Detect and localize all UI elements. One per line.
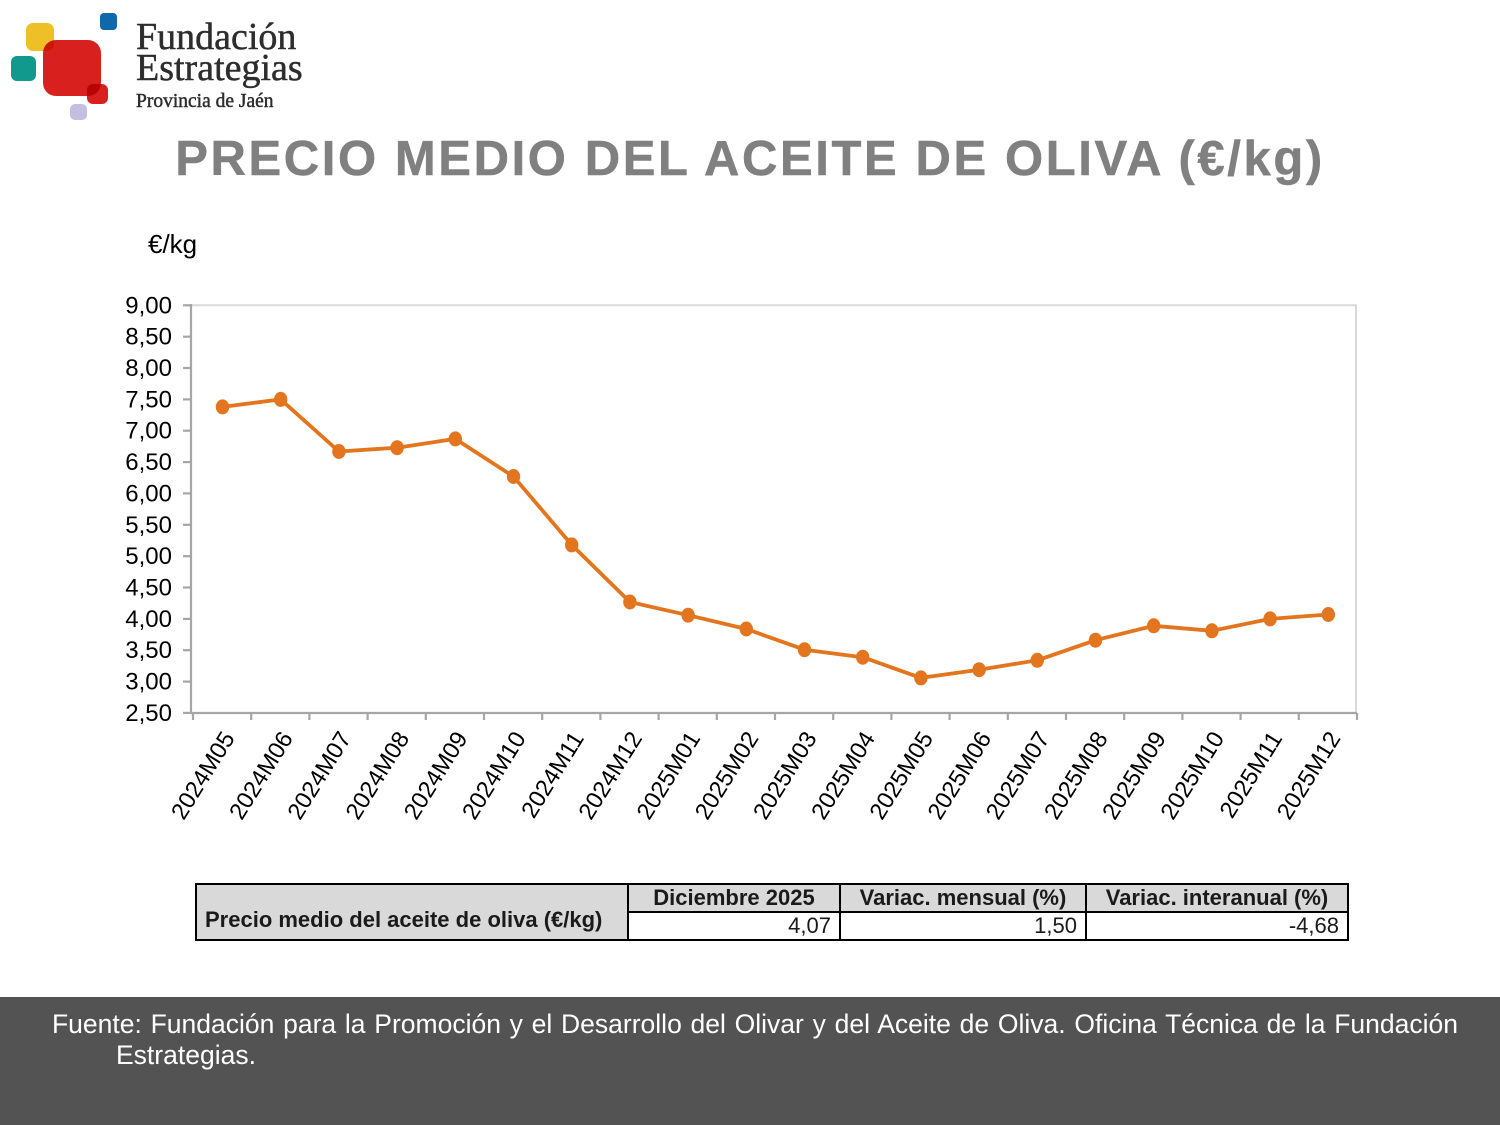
svg-text:7,50: 7,50 bbox=[125, 386, 172, 413]
svg-text:€/kg: €/kg bbox=[148, 229, 197, 259]
svg-text:2,50: 2,50 bbox=[125, 700, 172, 727]
svg-text:3,00: 3,00 bbox=[125, 669, 172, 696]
svg-text:3,50: 3,50 bbox=[125, 637, 172, 664]
svg-text:5,00: 5,00 bbox=[125, 543, 172, 570]
svg-text:8,50: 8,50 bbox=[125, 324, 172, 351]
svg-text:7,00: 7,00 bbox=[125, 418, 172, 445]
svg-text:4,00: 4,00 bbox=[125, 606, 172, 633]
svg-text:4,50: 4,50 bbox=[125, 575, 172, 602]
svg-text:8,00: 8,00 bbox=[125, 355, 172, 382]
svg-text:6,00: 6,00 bbox=[125, 480, 172, 507]
svg-text:5,50: 5,50 bbox=[125, 512, 172, 539]
svg-text:9,00: 9,00 bbox=[125, 292, 172, 319]
svg-text:6,50: 6,50 bbox=[125, 449, 172, 476]
